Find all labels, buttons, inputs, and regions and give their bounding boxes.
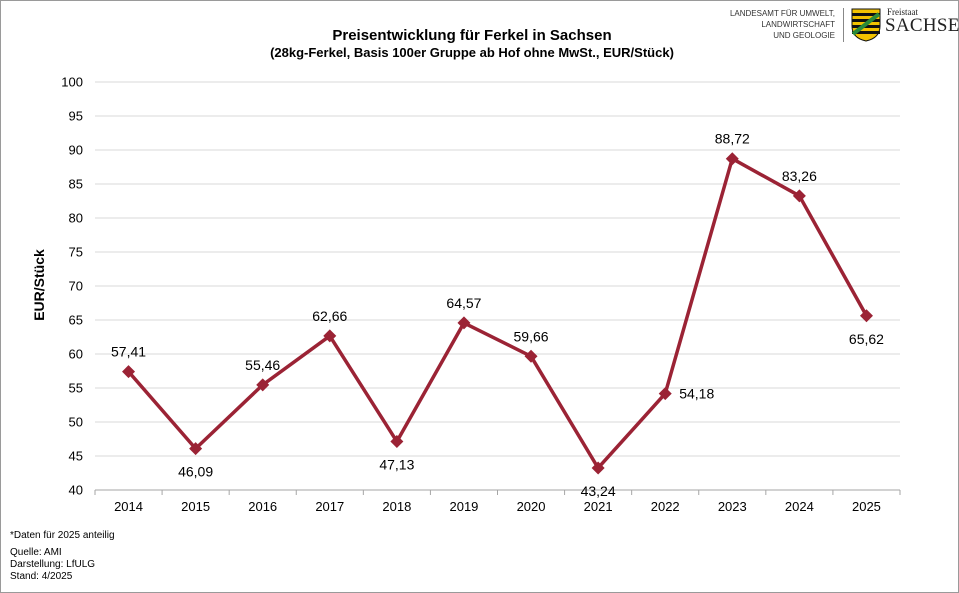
footnote: *Daten für 2025 anteilig [10, 530, 115, 541]
y-tick-label: 65 [69, 313, 83, 328]
data-point-marker [189, 442, 203, 456]
series [122, 152, 873, 475]
data-labels: 57,41 46,09 55,46 62,66 47,13 64,57 59,66 43,24… [111, 131, 884, 499]
y-tick-label: 100 [61, 75, 83, 90]
data-point-marker [122, 365, 136, 379]
agency-line: LANDESAMT FÜR UMWELT, [729, 9, 835, 18]
x-tick-label: 2015 [181, 499, 210, 514]
data-label: 65,62 [849, 331, 884, 347]
y-tick-label: 75 [69, 245, 83, 260]
data-label: 57,41 [111, 344, 146, 360]
source-text: Quelle: AMI [10, 547, 62, 558]
data-label: 43,24 [581, 483, 616, 499]
date-text: Stand: 4/2025 [10, 571, 73, 582]
x-tick-label: 2021 [584, 499, 613, 514]
axes [94, 489, 901, 495]
x-tick-label: 2025 [852, 499, 881, 514]
data-label: 55,46 [245, 357, 280, 373]
data-point-marker [524, 349, 538, 363]
gridlines [95, 81, 900, 457]
freistaat-text: Freistaat [887, 7, 918, 17]
data-label: 64,57 [446, 295, 481, 311]
y-tick-label: 45 [69, 449, 83, 464]
y-tick-label: 60 [69, 347, 83, 362]
data-label: 88,72 [715, 131, 750, 147]
chart-title: Preisentwicklung für Ferkel in Sachsen [332, 27, 611, 44]
data-point-marker [792, 189, 806, 203]
x-tick-label: 2024 [785, 499, 814, 514]
data-point-marker [323, 329, 337, 343]
data-point-marker [725, 152, 739, 166]
data-point-marker [658, 387, 672, 401]
saxony-coat-of-arms-icon [851, 8, 881, 42]
x-tick-label: 2020 [517, 499, 546, 514]
sachsen-text: SACHSEN [885, 15, 959, 36]
chart-subtitle: (28kg-Ferkel, Basis 100er Gruppe ab Hof … [270, 45, 674, 60]
x-tick-label: 2022 [651, 499, 680, 514]
credit-text: Darstellung: LfULG [10, 559, 96, 570]
data-label: 54,18 [679, 386, 714, 402]
data-label: 62,66 [312, 308, 347, 324]
y-tick-label: 70 [69, 279, 83, 294]
data-point-marker [457, 316, 471, 330]
y-tick-label: 80 [69, 211, 83, 226]
agency-line: UND GEOLOGIE [773, 31, 835, 40]
series-line [127, 156, 868, 470]
data-label: 47,13 [379, 457, 414, 473]
x-tick-label: 2014 [114, 499, 143, 514]
x-tick-label: 2019 [449, 499, 478, 514]
y-tick-label: 50 [69, 415, 83, 430]
agency-line: LANDWIRTSCHAFT [761, 20, 835, 29]
data-label: 83,26 [782, 168, 817, 184]
y-tick-label: 85 [69, 177, 83, 192]
x-tick-label: 2018 [382, 499, 411, 514]
data-label: 59,66 [514, 328, 549, 344]
tick-labels: 40 45 50 55 60 65 70 75 80 85 90 95 100 2014 2015 2016 2… [61, 75, 881, 515]
data-point-marker [390, 435, 404, 449]
x-tick-label: 2017 [315, 499, 344, 514]
x-tick-label: 2016 [248, 499, 277, 514]
data-point-marker [591, 461, 605, 475]
y-tick-label: 90 [69, 143, 83, 158]
y-tick-label: 55 [69, 381, 83, 396]
logo-separator [843, 8, 844, 42]
y-tick-label: 95 [69, 109, 83, 124]
x-tick-label: 2023 [718, 499, 747, 514]
data-label: 46,09 [178, 464, 213, 480]
agency-logo-text: LANDESAMT FÜR UMWELT, LANDWIRTSCHAFT UND… [720, 8, 835, 41]
y-axis-label: EUR/Stück [31, 249, 47, 321]
data-point-marker [859, 309, 873, 323]
data-point-marker [256, 378, 270, 392]
y-tick-label: 40 [69, 483, 83, 498]
